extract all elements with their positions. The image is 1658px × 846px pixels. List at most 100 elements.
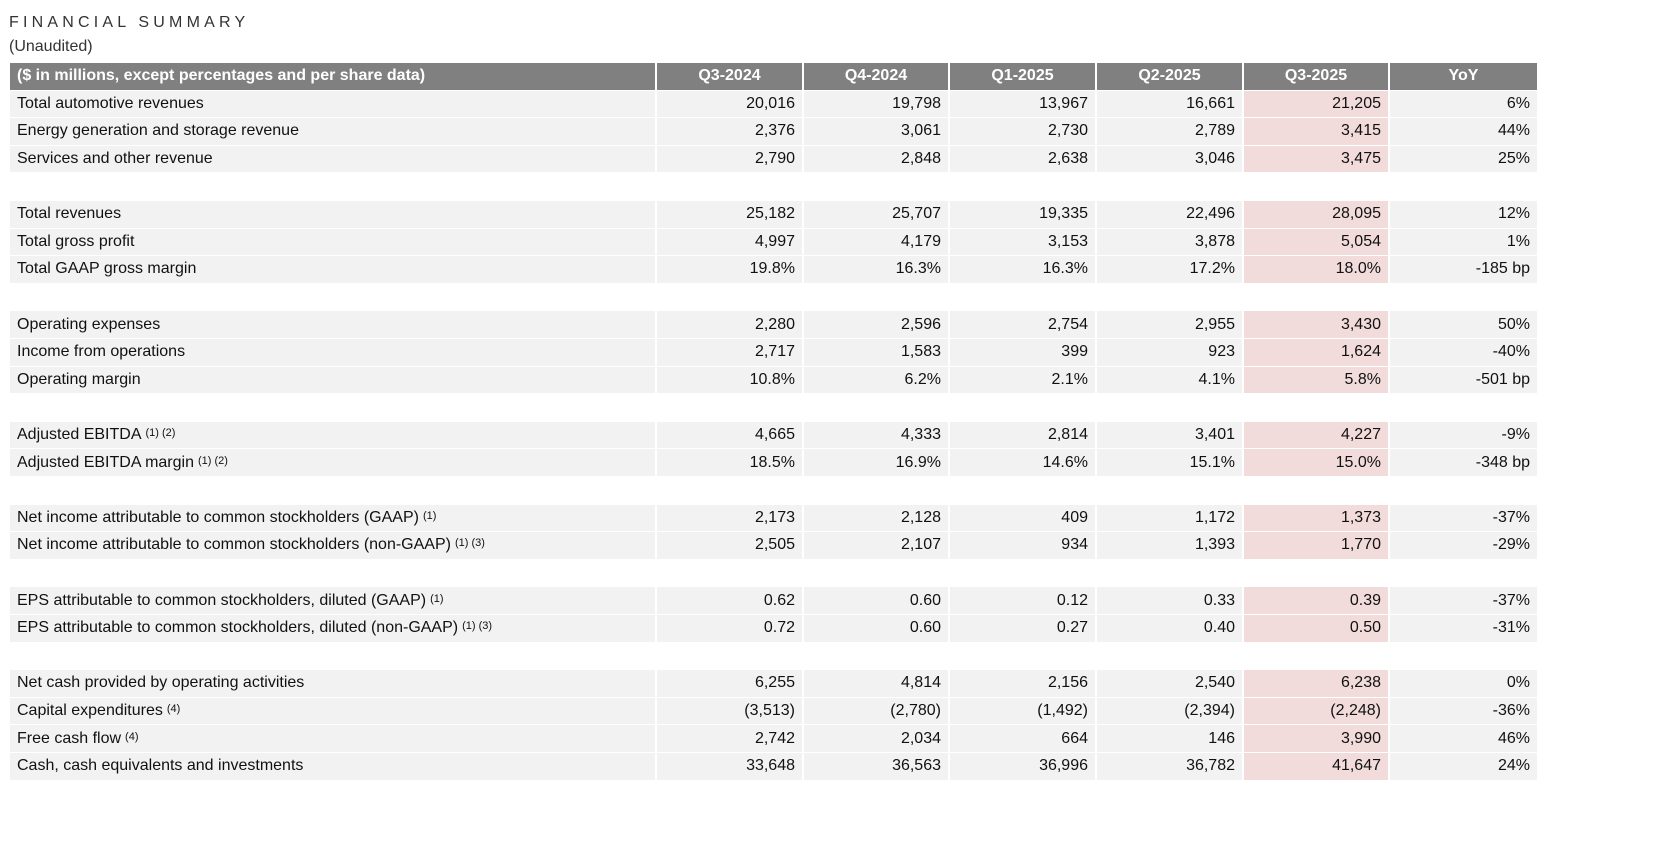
footnote-ref: (1) (3) (454, 537, 485, 550)
row-label: Operating margin (10, 366, 655, 394)
footnote-ref: (1) (3) (462, 620, 493, 633)
value-cell: 0.39 (1244, 587, 1388, 614)
value-cell: 5,054 (1244, 228, 1388, 256)
value-cell: 664 (950, 725, 1095, 752)
value-cell: 4,333 (804, 421, 948, 449)
value-cell: 41,647 (1244, 753, 1388, 780)
value-cell: 6% (1390, 90, 1537, 118)
value-cell: (3,513) (657, 697, 802, 725)
value-cell: 399 (950, 339, 1095, 366)
value-cell: 50% (1390, 311, 1537, 338)
row-label: Total GAAP gross margin (10, 256, 655, 283)
value-cell: 2,107 (804, 532, 948, 559)
value-cell: 19.8% (657, 256, 802, 283)
footnote-ref: (1) (2) (197, 454, 228, 467)
value-cell: 1,393 (1097, 532, 1242, 559)
value-cell: 18.0% (1244, 256, 1388, 283)
column-header: Q3-2025 (1244, 63, 1388, 90)
value-cell: 146 (1097, 725, 1242, 752)
value-cell: 3,475 (1244, 145, 1388, 173)
row-label: Operating expenses (10, 311, 655, 338)
value-cell: 0.12 (950, 587, 1095, 614)
value-cell: 6,238 (1244, 670, 1388, 697)
value-cell: 44% (1390, 118, 1537, 145)
label-text: Capital expenditures (17, 702, 163, 720)
value-cell: 5.8% (1244, 366, 1388, 394)
row-label: Services and other revenue (10, 145, 655, 173)
value-cell: 0.27 (950, 615, 1095, 642)
value-cell: 0.33 (1097, 587, 1242, 614)
value-cell: 21,205 (1244, 90, 1388, 118)
value-cell: -348 bp (1390, 449, 1537, 476)
value-cell: 36,563 (804, 753, 948, 780)
column-header: Q2-2025 (1097, 63, 1242, 90)
footnote-ref: (1) (422, 509, 437, 522)
column-header: Q3-2024 (657, 63, 802, 90)
row-label: Total gross profit (10, 228, 655, 256)
value-cell: (2,394) (1097, 697, 1242, 725)
value-cell: 13,967 (950, 90, 1095, 118)
row-label: Capital expenditures (4) (10, 697, 655, 725)
value-cell: 3,061 (804, 118, 948, 145)
value-cell: 15.1% (1097, 449, 1242, 476)
label-text: Total revenues (17, 205, 122, 223)
value-cell: -31% (1390, 615, 1537, 642)
value-cell: 4,814 (804, 670, 948, 697)
footnote-ref: (4) (166, 703, 181, 716)
value-cell: 4,665 (657, 421, 802, 449)
value-cell: 12% (1390, 201, 1537, 228)
value-cell: -40% (1390, 339, 1537, 366)
value-cell: 2,789 (1097, 118, 1242, 145)
label-text: Total GAAP gross margin (17, 260, 197, 278)
value-cell: 19,798 (804, 90, 948, 118)
value-cell: -37% (1390, 587, 1537, 614)
value-cell: 2,754 (950, 311, 1095, 338)
value-cell: 6,255 (657, 670, 802, 697)
value-cell: 17.2% (1097, 256, 1242, 283)
value-cell: (2,780) (804, 697, 948, 725)
value-cell: 0.40 (1097, 615, 1242, 642)
value-cell: -9% (1390, 421, 1537, 449)
value-cell: 3,401 (1097, 421, 1242, 449)
value-cell: -29% (1390, 532, 1537, 559)
value-cell: 2,505 (657, 532, 802, 559)
title: FINANCIAL SUMMARY (9, 14, 250, 31)
value-cell: 36,996 (950, 753, 1095, 780)
value-cell: 16.3% (950, 256, 1095, 283)
value-cell: 2,540 (1097, 670, 1242, 697)
value-cell: 2,790 (657, 145, 802, 173)
footnote-ref: (1) (430, 592, 444, 605)
value-cell: 4,179 (804, 228, 948, 256)
value-cell: 16.9% (804, 449, 948, 476)
value-cell: 0.60 (804, 615, 948, 642)
value-cell: 3,415 (1244, 118, 1388, 145)
label-text: Energy generation and storage revenue (17, 122, 299, 140)
value-cell: 2,596 (804, 311, 948, 338)
value-cell: 1,172 (1097, 504, 1242, 532)
value-cell: 1,373 (1244, 504, 1388, 532)
value-cell: 0.72 (657, 615, 802, 642)
value-cell: 2,280 (657, 311, 802, 338)
value-cell: -36% (1390, 697, 1537, 725)
value-cell: 0% (1390, 670, 1537, 697)
value-cell: 22,496 (1097, 201, 1242, 228)
row-label: EPS attributable to common stockholders,… (10, 615, 655, 642)
label-text: Income from operations (17, 343, 186, 361)
value-cell: 2,955 (1097, 311, 1242, 338)
row-label: Net income attributable to common stockh… (10, 504, 655, 532)
label-text: EPS attributable to common stockholders,… (17, 591, 427, 609)
value-cell: 14.6% (950, 449, 1095, 476)
row-label: EPS attributable to common stockholders,… (10, 587, 655, 614)
footnote-ref: (1) (2) (145, 427, 176, 440)
row-label: Income from operations (10, 339, 655, 366)
value-cell: 4,997 (657, 228, 802, 256)
label-text: Net income attributable to common stockh… (17, 536, 451, 554)
label-text: Total automotive revenues (17, 94, 204, 112)
label-text: Net cash provided by operating activitie… (17, 674, 305, 692)
value-cell: 0.50 (1244, 615, 1388, 642)
value-cell: (2,248) (1244, 697, 1388, 725)
value-cell: -185 bp (1390, 256, 1537, 283)
value-cell: 4,227 (1244, 421, 1388, 449)
row-label: Free cash flow (4) (10, 725, 655, 752)
label-text: Free cash flow (17, 729, 122, 747)
